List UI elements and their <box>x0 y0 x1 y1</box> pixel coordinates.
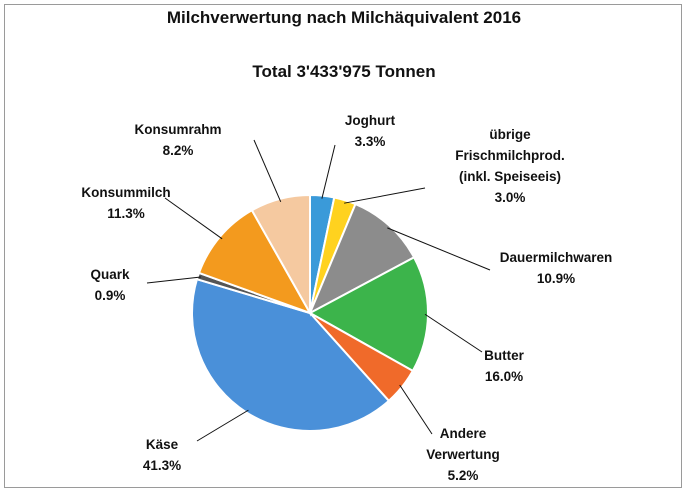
leader-line-quark <box>146 276 201 284</box>
leader-line-konsummilch <box>164 197 223 240</box>
slice-label-quark: Quark 0.9% <box>90 267 130 303</box>
leader-line-andere-verwertung <box>399 384 433 435</box>
slice-label-butter: Butter 16.0% <box>484 348 524 384</box>
pie-slice-käse <box>191 277 391 432</box>
leader-line-joghurt <box>321 144 336 199</box>
leader-line-käse <box>196 409 249 442</box>
pie-slice-butter <box>307 255 429 373</box>
slice-label-dauermilchwaren: Dauermilchwaren 10.9% <box>500 250 613 286</box>
slice-label-übrige-frischmilchprod-inkl-speiseeis: übrige Frischmilchprod. (inkl. Speiseeis) 3… <box>455 127 565 205</box>
pie-slice-dauermilchwaren <box>307 202 416 316</box>
slice-label-andere-verwertung: Andere Verwertung 5.2% <box>426 426 500 483</box>
leader-line-konsumrahm <box>253 139 282 202</box>
chart-subtitle: Total 3'433'975 Tonnen <box>252 62 436 81</box>
leader-line-übrige-frischmilchprod-inkl-speiseeis <box>344 187 426 204</box>
slice-label-konsummilch: Konsummilch 11.3% <box>81 185 170 221</box>
leader-line-butter <box>424 313 483 353</box>
slice-label-konsumrahm: Konsumrahm 8.2% <box>134 122 221 158</box>
slice-label-käse: Käse 41.3% <box>143 437 181 473</box>
chart-title: Milchverwertung nach Milchäquivalent 201… <box>166 8 522 27</box>
slice-label-joghurt: Joghurt 3.3% <box>345 113 396 149</box>
leader-line-dauermilchwaren <box>387 227 491 271</box>
